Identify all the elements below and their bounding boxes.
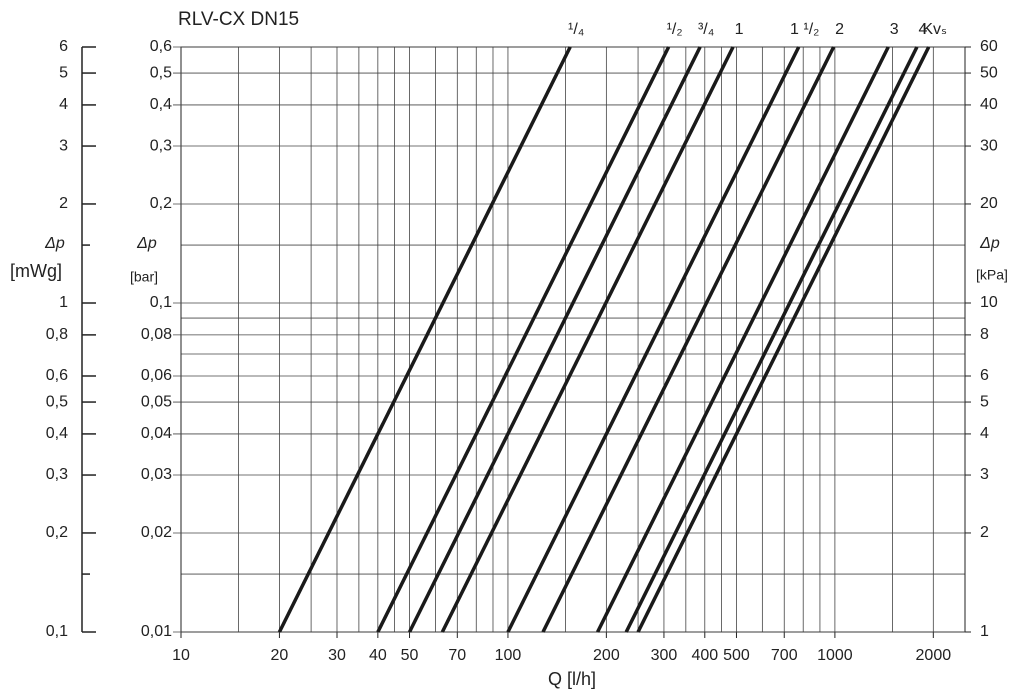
y2-tick-label: 0,3 xyxy=(46,466,68,483)
series-label: 1 ¹/₂ xyxy=(790,21,819,38)
x-tick-label: 70 xyxy=(448,647,466,664)
kv-line xyxy=(624,46,919,633)
y-tick-label: 0,4 xyxy=(150,96,172,113)
y2-tick-label: 2 xyxy=(59,195,68,212)
series-label: ¹/₂ xyxy=(667,21,683,38)
x-tick-label: 100 xyxy=(495,647,522,664)
y2-tick-label: 0,5 xyxy=(46,393,68,410)
y3-tick-label: 60 xyxy=(980,38,998,55)
y-tick-label: 0,05 xyxy=(141,393,172,410)
y2-tick-label: 3 xyxy=(59,137,68,154)
y3-tick-label: 1 xyxy=(980,623,989,640)
x-axis-label: Q [l/h] xyxy=(548,669,596,689)
y-tick-label: 0,2 xyxy=(150,195,172,212)
series-label: 1 xyxy=(735,21,744,38)
kv-line xyxy=(376,46,671,633)
x-tick-label: 2000 xyxy=(916,647,952,664)
y3-tick-label: 3 xyxy=(980,466,989,483)
y3-tick-label: 20 xyxy=(980,195,998,212)
y-axis-label: Δp xyxy=(136,235,157,252)
x-tick-label: 40 xyxy=(369,647,387,664)
series-label: 4 xyxy=(918,21,927,38)
y-tick-label: 0,08 xyxy=(141,326,172,343)
x-tick-label: 1000 xyxy=(817,647,853,664)
y3-tick-label: 5 xyxy=(980,393,989,410)
x-tick-label: 50 xyxy=(401,647,419,664)
y2-tick-label: 0,6 xyxy=(46,367,68,384)
kv-line xyxy=(506,46,801,633)
x-tick-label: 20 xyxy=(271,647,289,664)
y2-tick-label: 5 xyxy=(59,64,68,81)
x-tick-label: 700 xyxy=(771,647,798,664)
y2-tick-label: 1 xyxy=(59,294,68,311)
series-label: ³/₄ xyxy=(698,21,714,38)
kv-line xyxy=(596,46,890,633)
y3-tick-label: 30 xyxy=(980,137,998,154)
y2-axis-unit: [mWg] xyxy=(10,261,62,281)
y3-tick-label: 4 xyxy=(980,425,989,442)
y-tick-label: 0,6 xyxy=(150,38,172,55)
y-tick-label: 0,06 xyxy=(141,367,172,384)
y2-tick-label: 6 xyxy=(59,38,68,55)
y2-tick-label: 0,4 xyxy=(46,425,68,442)
y3-tick-label: 6 xyxy=(980,367,989,384)
y3-tick-label: 2 xyxy=(980,524,989,541)
y2-tick-label: 4 xyxy=(59,96,68,113)
x-tick-label: 300 xyxy=(651,647,678,664)
y2-tick-label: 0,8 xyxy=(46,326,68,343)
y-axis-unit: [bar] xyxy=(130,269,158,285)
y3-tick-label: 10 xyxy=(980,294,998,311)
kv-line xyxy=(541,46,836,633)
x-tick-label: 30 xyxy=(328,647,346,664)
series-label: 3 xyxy=(890,21,899,38)
y2-tick-label: 0,1 xyxy=(46,623,68,640)
y3-tick-label: 8 xyxy=(980,326,989,343)
x-tick-label: 10 xyxy=(172,647,190,664)
y3-axis-label: Δp xyxy=(979,235,1000,252)
chart-title: RLV-CX DN15 xyxy=(178,9,299,30)
y-tick-label: 0,03 xyxy=(141,466,172,483)
series-label: ¹/₄ xyxy=(568,21,584,38)
y3-tick-label: 40 xyxy=(980,96,998,113)
y3-tick-label: 50 xyxy=(980,64,998,81)
kv-line xyxy=(636,46,931,633)
y-tick-label: 0,01 xyxy=(141,623,172,640)
y3-axis-unit: [kPa] xyxy=(976,267,1008,283)
x-tick-label: 400 xyxy=(691,647,718,664)
series-label: 2 xyxy=(835,21,844,38)
y-tick-label: 0,3 xyxy=(150,137,172,154)
x-tick-label: 200 xyxy=(593,647,620,664)
kv-line xyxy=(440,46,735,633)
x-tick-label: 500 xyxy=(723,647,750,664)
y-tick-label: 0,04 xyxy=(141,425,172,442)
kv-line xyxy=(277,46,572,633)
y-tick-label: 0,1 xyxy=(150,294,172,311)
y2-tick-label: 0,2 xyxy=(46,524,68,541)
plot-frame xyxy=(180,46,966,633)
series-label: Kvₛ xyxy=(922,21,947,38)
kv-line xyxy=(407,46,702,633)
y-tick-label: 0,5 xyxy=(150,64,172,81)
y-tick-label: 0,02 xyxy=(141,524,172,541)
y2-axis-label: Δp xyxy=(44,235,65,252)
